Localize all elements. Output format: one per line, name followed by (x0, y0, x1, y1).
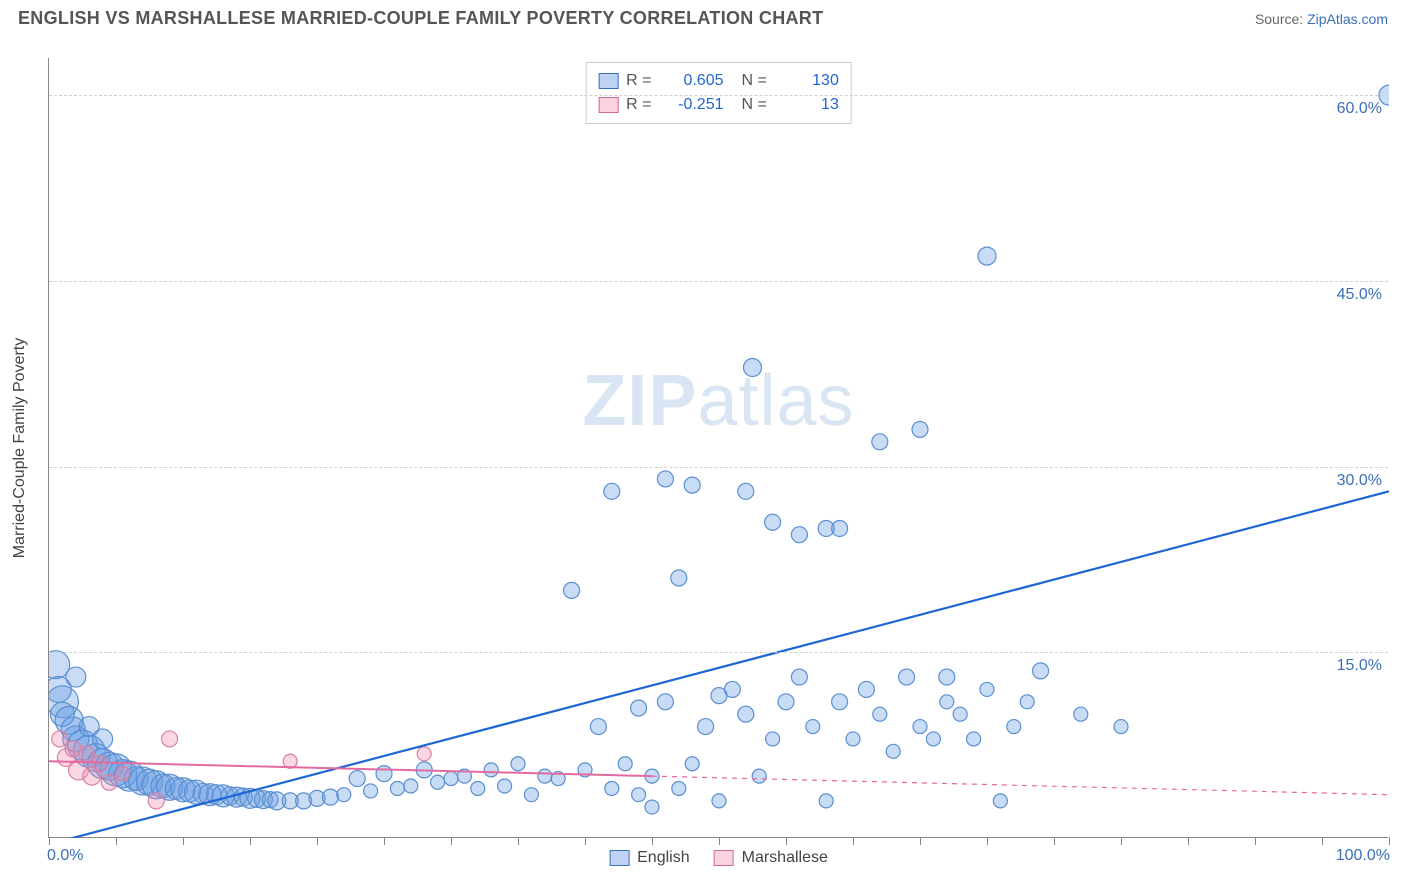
chart-title: ENGLISH VS MARSHALLESE MARRIED-COUPLE FA… (18, 8, 823, 29)
x-tick (451, 837, 452, 845)
x-tick (1389, 837, 1390, 845)
x-tick (585, 837, 586, 845)
correlation-row-english: R = 0.605 N = 130 (598, 69, 839, 93)
x-tick (853, 837, 854, 845)
n-label: N = (742, 93, 767, 117)
legend: English Marshallese (609, 849, 828, 867)
y-tick-label: 15.0% (1337, 657, 1382, 675)
y-tick-label: 45.0% (1337, 286, 1382, 304)
x-tick (317, 837, 318, 845)
n-label: N = (742, 69, 767, 93)
gridline (49, 95, 1388, 96)
x-tick (49, 837, 50, 845)
chart-container: Married-Couple Family Poverty ZIPatlas R… (48, 58, 1388, 838)
r-value: -0.251 (660, 93, 724, 117)
x-tick (920, 837, 921, 845)
x-tick (116, 837, 117, 845)
y-axis-title: Married-Couple Family Poverty (11, 338, 29, 559)
correlation-row-marshallese: R = -0.251 N = 13 (598, 93, 839, 117)
source-label: Source: (1255, 11, 1307, 27)
x-tick (1322, 837, 1323, 845)
chart-header: ENGLISH VS MARSHALLESE MARRIED-COUPLE FA… (0, 0, 1406, 33)
x-tick (719, 837, 720, 845)
gridline (49, 281, 1388, 282)
gridline (49, 467, 1388, 468)
swatch-icon (598, 73, 618, 89)
plot-area: ZIPatlas R = 0.605 N = 130 R = -0.251 N … (48, 58, 1388, 838)
x-tick (518, 837, 519, 845)
correlation-box: R = 0.605 N = 130 R = -0.251 N = 13 (585, 62, 852, 124)
r-label: R = (626, 69, 651, 93)
swatch-icon (609, 850, 629, 866)
x-tick (652, 837, 653, 845)
legend-label: English (637, 849, 689, 867)
x-tick (1255, 837, 1256, 845)
x-tick (987, 837, 988, 845)
x-tick (1121, 837, 1122, 845)
x-tick (250, 837, 251, 845)
legend-item-english: English (609, 849, 689, 867)
source-link[interactable]: ZipAtlas.com (1307, 11, 1388, 27)
x-tick (1188, 837, 1189, 845)
x-tick (384, 837, 385, 845)
y-tick-label: 60.0% (1337, 100, 1382, 118)
n-value: 130 (775, 69, 839, 93)
swatch-icon (598, 97, 618, 113)
gridline (49, 652, 1388, 653)
n-value: 13 (775, 93, 839, 117)
r-label: R = (626, 93, 651, 117)
scatter-plot-svg (49, 58, 1389, 838)
swatch-icon (714, 850, 734, 866)
x-tick (1054, 837, 1055, 845)
x-axis-label-min: 0.0% (47, 847, 83, 865)
legend-label: Marshallese (742, 849, 828, 867)
r-value: 0.605 (660, 69, 724, 93)
source-attribution: Source: ZipAtlas.com (1255, 11, 1388, 27)
x-axis-label-max: 100.0% (1336, 847, 1390, 865)
x-tick (183, 837, 184, 845)
y-tick-label: 30.0% (1337, 472, 1382, 490)
legend-item-marshallese: Marshallese (714, 849, 828, 867)
x-tick (786, 837, 787, 845)
